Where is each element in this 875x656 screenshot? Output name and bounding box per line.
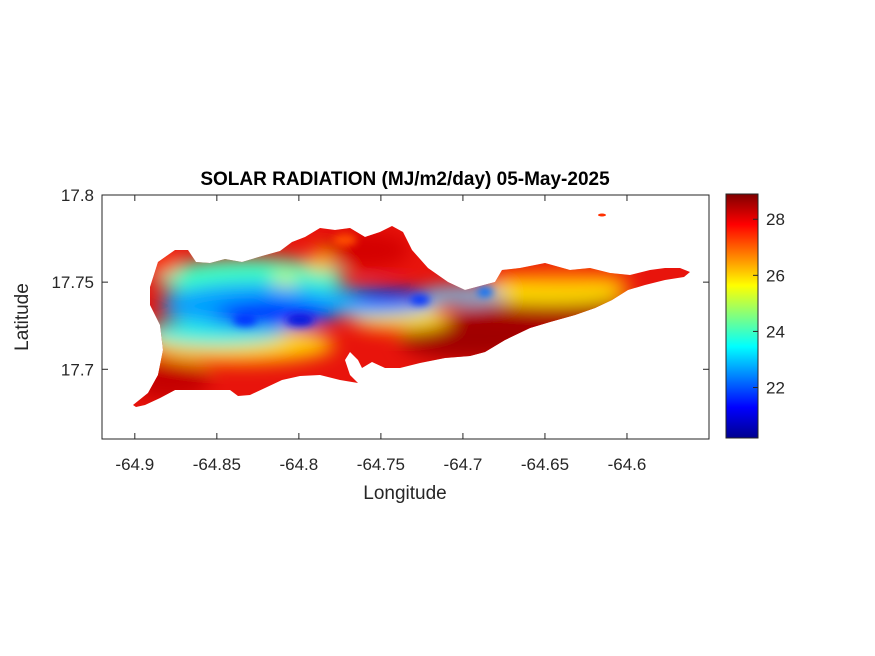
x-tick-label: -64.6 xyxy=(608,455,647,474)
x-tick-label: -64.65 xyxy=(521,455,569,474)
y-axis-label: Latitude xyxy=(12,283,33,351)
x-tick-label: -64.9 xyxy=(115,455,154,474)
colorbar-tick-label: 22 xyxy=(766,379,785,398)
y-axis-ticks: 17.7 17.75 17.8 xyxy=(51,186,709,379)
y-tick-label: 17.75 xyxy=(51,273,94,292)
x-tick-label: -64.7 xyxy=(444,455,483,474)
colorbar-tick-label: 28 xyxy=(766,210,785,229)
x-axis-ticks: -64.9 -64.85 -64.8 -64.75 -64.7 -64.65 -64.6 xyxy=(115,195,646,474)
x-tick-label: -64.85 xyxy=(193,455,241,474)
colorbar-tick-label: 24 xyxy=(766,322,785,341)
x-tick-label: -64.75 xyxy=(357,455,405,474)
y-tick-label: 17.7 xyxy=(61,360,94,379)
x-tick-label: -64.8 xyxy=(279,455,318,474)
islet xyxy=(598,213,606,217)
colorbar-tick-label: 26 xyxy=(766,266,785,285)
chart-title: SOLAR RADIATION (MJ/m2/day) 05-May-2025 xyxy=(200,169,610,190)
x-axis-label: Longitude xyxy=(363,483,446,504)
colorbar-ticks: 22 24 26 28 xyxy=(753,210,785,398)
y-tick-label: 17.8 xyxy=(61,186,94,205)
colorbar xyxy=(725,193,759,439)
